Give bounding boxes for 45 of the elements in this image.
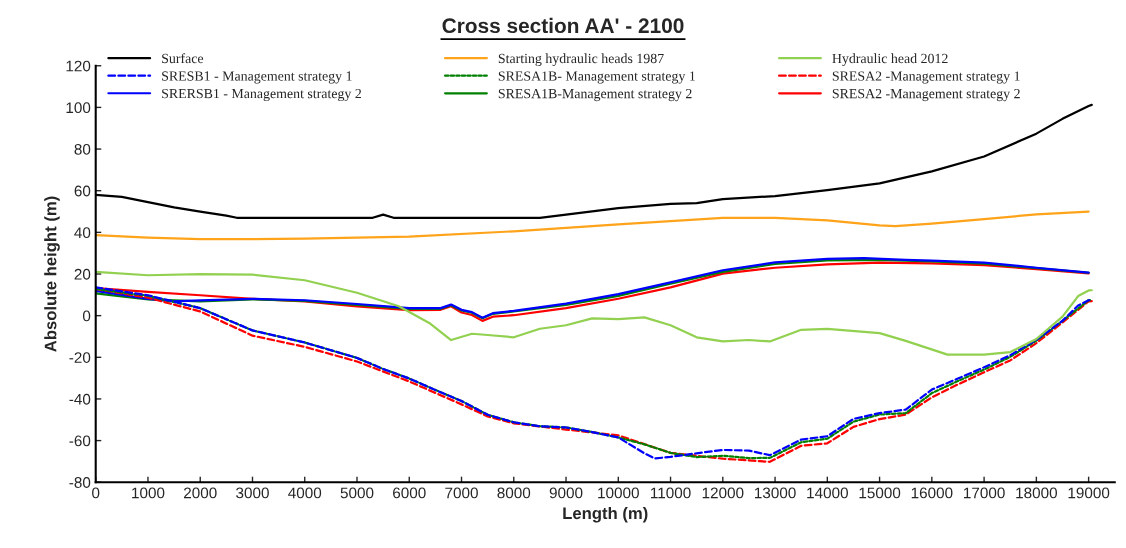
x-tick-label: 5000 <box>340 487 374 499</box>
y-tick-label: 0 <box>82 310 91 322</box>
x-tick-label: 10000 <box>598 487 639 499</box>
line-series <box>95 270 1093 356</box>
x-tick-label: 4000 <box>288 487 322 499</box>
chart-title: Cross section AA' - 2100 <box>442 17 684 34</box>
y-tick-label: 60 <box>74 185 91 197</box>
legend-label: Hydraulic head 2012 <box>832 53 948 66</box>
x-axis-title: Length (m) <box>563 506 648 523</box>
x-tick-label: 9000 <box>549 487 583 499</box>
x-tick-label: 12000 <box>702 487 744 499</box>
y-tick-label: 100 <box>66 102 91 114</box>
legend-label: SRERSB1 - Management strategy 2 <box>162 88 362 102</box>
y-tick-label: -40 <box>69 393 91 405</box>
x-tick-label: 1000 <box>132 487 165 499</box>
x-tick-label: 6000 <box>393 487 426 499</box>
x-tick-label: 15000 <box>859 487 901 499</box>
x-tick-label: 19000 <box>1068 487 1110 499</box>
legend-label: SRESA2 -Management strategy 2 <box>832 88 1020 102</box>
legend-label: SRESB1 - Management strategy 1 <box>162 71 352 84</box>
y-tick-label: 80 <box>74 143 91 155</box>
line-series <box>95 210 1090 241</box>
y-axis-title: Absolute height (m) <box>44 196 60 352</box>
x-tick-label: 3000 <box>236 487 269 499</box>
y-tick-label: -80 <box>69 477 91 488</box>
x-tick-label: 7000 <box>445 487 478 499</box>
y-tick-label: -60 <box>69 435 91 447</box>
x-tick-label: 0 <box>92 487 100 499</box>
legend-label: Starting hydraulic heads 1987 <box>498 53 664 66</box>
x-tick-label: 2000 <box>184 487 217 499</box>
x-tick-label: 16000 <box>911 487 953 499</box>
y-tick-label: 20 <box>74 268 91 280</box>
y-tick-label: -20 <box>69 352 91 363</box>
legend-label: SRESA1B- Management strategy 1 <box>498 71 695 84</box>
legend-label: Surface <box>162 53 204 64</box>
x-tick-label: 11000 <box>651 487 691 499</box>
y-tick-label: 120 <box>66 60 91 72</box>
x-tick-label: 13000 <box>754 487 796 499</box>
legend-label: SRESA2 -Management strategy 1 <box>832 71 1020 84</box>
x-tick-label: 18000 <box>1016 487 1057 499</box>
x-tick-label: 17000 <box>964 487 1005 499</box>
x-tick-label: 14000 <box>807 487 848 499</box>
legend-label: SRESA1B-Management strategy 2 <box>498 88 692 102</box>
y-tick-label: 40 <box>74 227 91 239</box>
x-tick-label: 8000 <box>497 487 531 499</box>
